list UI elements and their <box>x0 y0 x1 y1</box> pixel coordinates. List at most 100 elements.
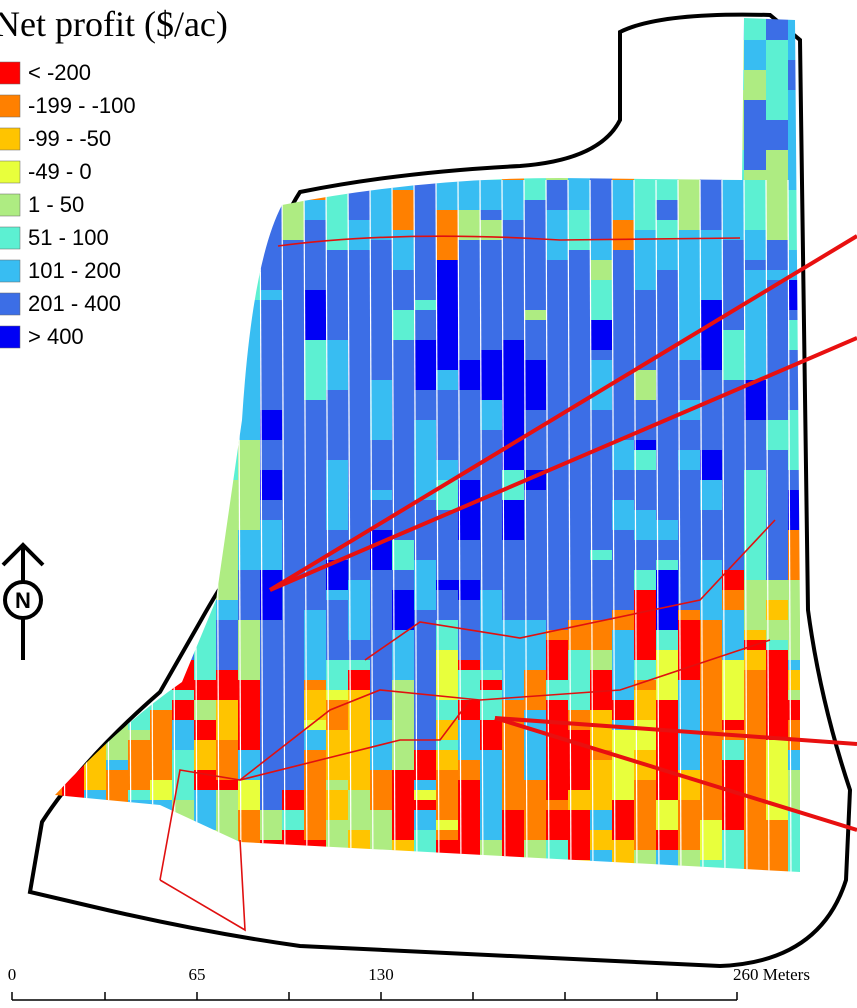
profit-cell <box>524 560 546 580</box>
profit-cell <box>40 450 62 480</box>
profit-cell <box>590 110 612 130</box>
profit-cell <box>282 280 304 300</box>
profit-cell <box>304 280 326 290</box>
profit-cell <box>370 130 392 140</box>
profit-cell <box>106 560 128 590</box>
profit-cell <box>392 10 414 40</box>
profit-cell <box>194 150 216 180</box>
profit-cell <box>766 540 788 560</box>
profit-cell <box>370 620 392 640</box>
profit-cell <box>106 680 128 690</box>
profit-cell <box>326 320 348 330</box>
profit-cell <box>194 320 216 340</box>
profit-cell <box>282 200 304 230</box>
profit-cell <box>326 220 348 250</box>
profit-cell <box>326 430 348 450</box>
profit-cell <box>546 420 568 450</box>
profit-cell <box>722 440 744 470</box>
profit-cell <box>238 160 260 180</box>
scale-bar: 0 65 130 260 Meters <box>8 965 810 1000</box>
profit-cell <box>634 510 656 540</box>
profit-cell <box>502 390 524 420</box>
profit-cell <box>524 580 546 590</box>
profit-cell <box>546 90 568 100</box>
profit-cell <box>590 280 612 300</box>
profit-cell <box>766 710 788 740</box>
profit-cell <box>282 120 304 140</box>
profit-cell <box>216 100 238 130</box>
profit-cell <box>392 100 414 120</box>
profit-cell <box>282 520 304 530</box>
profit-cell <box>172 560 194 570</box>
profit-cell <box>590 560 612 570</box>
profit-cell <box>568 750 590 780</box>
legend-swatch <box>0 326 20 348</box>
profit-cell <box>634 320 656 340</box>
profit-cell <box>172 750 194 770</box>
profit-cell <box>326 460 348 470</box>
profit-cell <box>392 800 414 810</box>
profit-cell <box>392 190 414 210</box>
profit-cell <box>216 540 238 550</box>
profit-cell <box>194 180 216 200</box>
profit-cell <box>590 240 612 260</box>
profit-cell <box>238 390 260 400</box>
profit-cell <box>194 690 216 700</box>
profit-cell <box>172 700 194 720</box>
profit-cell <box>480 430 502 440</box>
profit-cell <box>766 560 788 580</box>
profit-cell <box>590 260 612 280</box>
profit-cell <box>502 90 524 100</box>
profit-cell <box>524 780 546 810</box>
profit-cell <box>370 90 392 100</box>
profit-cell <box>392 570 414 590</box>
profit-cell <box>348 390 370 420</box>
profit-cell <box>766 90 788 120</box>
profit-cell <box>216 700 238 710</box>
profit-cell <box>612 440 634 470</box>
profit-cell <box>458 130 480 140</box>
profit-cell <box>392 350 414 380</box>
profit-cell <box>84 670 106 680</box>
profit-cell <box>128 230 150 240</box>
profit-cell <box>128 450 150 480</box>
profit-cell <box>414 410 436 420</box>
profit-cell <box>194 200 216 220</box>
profit-cell <box>502 670 524 690</box>
profit-cell <box>238 180 260 190</box>
profit-cell <box>414 610 436 630</box>
profit-cell <box>282 600 304 610</box>
profit-cell <box>546 70 568 90</box>
profit-cell <box>106 420 128 430</box>
profit-cell <box>744 440 766 470</box>
profit-cell <box>656 520 678 540</box>
profit-cell <box>40 740 62 750</box>
profit-cell <box>546 210 568 230</box>
profit-cell <box>568 570 590 600</box>
profit-cell <box>524 20 546 40</box>
profit-cell <box>502 500 524 520</box>
profit-cell <box>502 280 524 310</box>
profit-cell <box>766 180 788 190</box>
profit-cell <box>722 510 744 520</box>
profit-cell <box>458 30 480 60</box>
profit-cell <box>216 710 238 740</box>
profit-cell <box>282 790 304 810</box>
profit-cell <box>84 340 106 370</box>
legend-swatch <box>0 62 20 84</box>
profit-cell <box>590 460 612 490</box>
profit-cell <box>766 60 788 90</box>
profit-cell <box>62 390 84 400</box>
profit-cell <box>722 610 744 630</box>
profit-cell <box>370 470 392 490</box>
profit-cell <box>678 520 700 530</box>
profit-cell <box>722 240 744 270</box>
profit-cell <box>766 150 788 180</box>
profit-cell <box>304 20 326 30</box>
profit-cell <box>150 230 172 240</box>
profit-cell <box>348 420 370 440</box>
profit-cell <box>700 350 722 370</box>
profit-cell <box>436 540 458 550</box>
profit-cell <box>260 500 282 520</box>
profit-cell <box>700 620 722 650</box>
